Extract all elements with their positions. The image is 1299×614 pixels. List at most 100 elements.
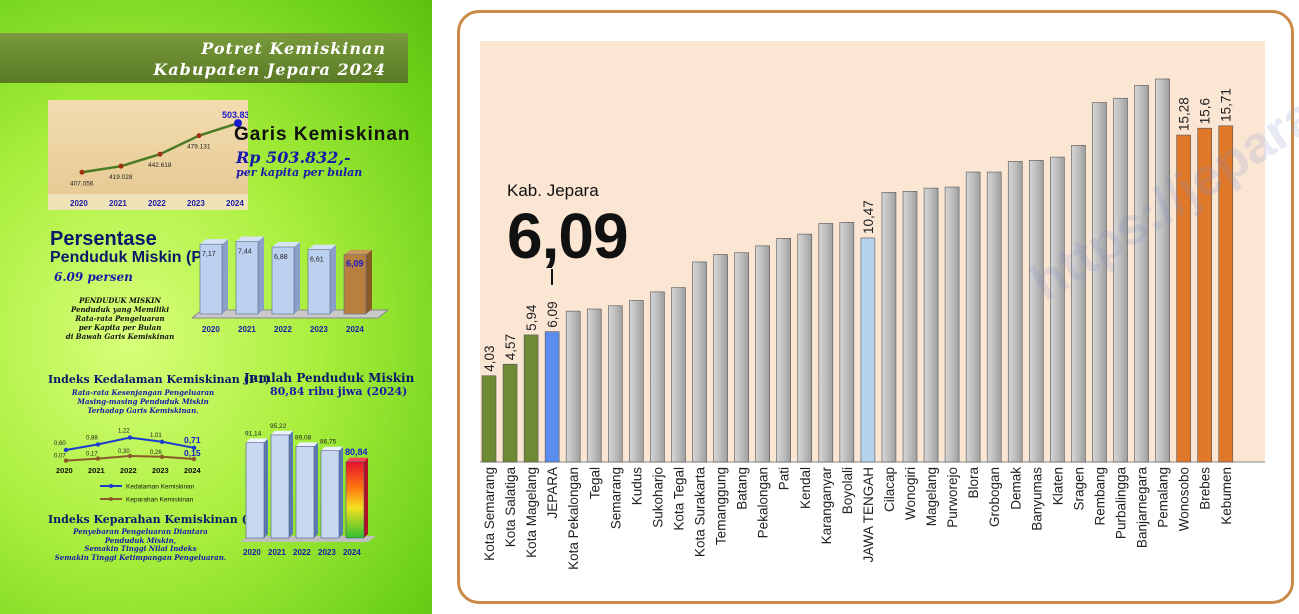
jumlah-bar (245, 442, 265, 539)
garis-point (234, 119, 242, 128)
p1-data-label: 1,01 (150, 433, 162, 439)
garis-data-label: 503.832 (222, 110, 248, 120)
p1-data-label: 0,15 (184, 448, 201, 458)
jumlah-data-label: 89,08 (295, 434, 312, 441)
x-tick-label: Kota Salatiga (503, 467, 518, 548)
x-tick-label: Temanggung (714, 467, 729, 545)
bar (965, 171, 981, 463)
x-tick-label: Brebes (1198, 467, 1213, 510)
p1-data-label: 0,60 (54, 441, 66, 447)
desc-line: Penyebaran Pengeluaran Diantara (73, 527, 208, 536)
garis-point (196, 133, 202, 139)
desc-line: Semakin Tinggi Nilai Indeks (84, 544, 197, 553)
x-tick-label: JEPARA (545, 467, 560, 519)
garis-title: Garis Kemiskinan (234, 124, 411, 145)
persen-bar-top (344, 249, 372, 255)
p1-data-label: 0,26 (150, 450, 162, 456)
p1-legend-marker (109, 497, 113, 501)
bar (523, 334, 539, 463)
x-tick-label: Wonosobo (1177, 467, 1192, 531)
persen-bar-chart: 7,17 2020 7,44 2021 6,88 2022 6,61 2023 6,09 2024 (192, 236, 390, 334)
p1-point (159, 439, 165, 444)
x-tick-label: Kota Pekalongan (566, 467, 581, 570)
x-tick-label: Grobogan (987, 467, 1002, 527)
persen-bar (307, 249, 331, 315)
bar (818, 223, 834, 463)
p1-legend-label: Keparahan Kemiskinan (126, 497, 194, 504)
jumlah-x-tick: 2020 (243, 548, 261, 557)
bar-value-label: 6,09 (545, 301, 560, 327)
persen-bar (271, 246, 295, 315)
jumlah-data-label: 80,84 (345, 447, 368, 457)
p1-point (63, 447, 69, 453)
persen-bar-side (330, 244, 336, 314)
x-tick-label: Pati (777, 467, 792, 490)
bar (986, 171, 1002, 463)
main-chart-frame: 4,03 Kota Semarang 4,57 Kota Salatiga 5,94 Ko… (457, 0, 1299, 604)
bar (839, 222, 855, 463)
garis-unit: per kapita per bulan (236, 166, 363, 179)
main-bar-chart: 4,03 Kota Semarang 4,57 Kota Salatiga 5,94 Ko… (480, 41, 1265, 570)
x-tick-label: Sragen (1071, 467, 1086, 511)
bar-value-label: 15,71 (1219, 88, 1234, 122)
persen-x-tick: 2024 (346, 325, 364, 334)
jumlah-data-label: 86,75 (320, 439, 337, 446)
note-line: per Kapita per Bulan (78, 323, 162, 332)
bar (1071, 145, 1086, 463)
p1-point (191, 456, 197, 462)
x-tick-label: Pemalang (1156, 467, 1171, 528)
persen-data-label: 6,61 (310, 257, 324, 264)
bar (860, 237, 876, 463)
p1-x-tick: 2020 (56, 466, 73, 475)
garis-point (118, 163, 124, 169)
p1-point (159, 454, 165, 459)
bar-value-label: 15,6 (1198, 98, 1213, 124)
x-tick-label: Boyolali (840, 467, 855, 514)
desc-line: Rata-rata Kesenjangan Pengeluaran (71, 388, 215, 397)
persen-x-tick: 2020 (202, 325, 220, 334)
jumlah-bar-side (264, 438, 268, 538)
p1-data-label: 0,88 (86, 435, 98, 441)
persen-subtitle: Penduduk Miskin (Po) (50, 249, 218, 266)
jumlah-bar (270, 434, 290, 539)
jumlah-data-label: 95,22 (270, 423, 287, 430)
p1-x-tick: 2022 (120, 466, 137, 475)
banner-subtitle: Kabupaten Jepara 2024 (153, 60, 386, 79)
p1-line-chart: 0,60 0,88 1,22 1,01 0,71 0,07 0,17 0,30 0,26 0,15… (54, 429, 202, 504)
bar (650, 291, 665, 463)
persen-bar-top (272, 242, 300, 248)
persen-bar-top (200, 239, 228, 245)
garis-axis-band (48, 194, 248, 210)
bar (1155, 78, 1170, 463)
garis-x-tick: 2020 (70, 199, 88, 208)
p1-point (191, 445, 197, 450)
p1-x-tick: 2024 (184, 466, 202, 475)
jumlah-x-tick: 2022 (293, 548, 311, 557)
x-tick-label: Banyumas (1029, 467, 1044, 531)
bar (1176, 134, 1191, 463)
bar-value-label: 15,28 (1177, 97, 1192, 131)
p1-data-label: 1,22 (118, 429, 130, 435)
x-tick-label: Blora (966, 467, 981, 499)
garis-line-chart: 407.056 2020 419.028 2021 442.618 2022 479.131… (48, 110, 255, 210)
x-tick-label: Kota Tegal (671, 467, 686, 531)
p1-data-label: 0,71 (184, 435, 201, 445)
note-line: PENDUDUK MISKIN (79, 296, 161, 305)
bar-value-label: 4,57 (503, 334, 518, 360)
persen-bar-side (294, 242, 300, 314)
p1-point (127, 435, 133, 440)
x-tick-label: Kota Surakarta (693, 467, 708, 558)
desc-line: Terhadap Garis Kemiskinan. (87, 406, 199, 415)
bar (1028, 159, 1044, 463)
jumlah-bar-side (314, 442, 318, 538)
x-tick-label: Rembang (1092, 467, 1107, 526)
persen-x-tick: 2023 (310, 325, 328, 334)
x-tick-label: Wonogiri (903, 467, 918, 520)
persen-bar-side (222, 239, 228, 314)
p1-data-label: 0,17 (86, 452, 98, 458)
persen-bar (235, 241, 259, 315)
jumlah-x-tick: 2023 (318, 548, 336, 557)
p1-data-label: 0,30 (118, 449, 130, 455)
bar (944, 186, 960, 463)
bar (734, 252, 749, 463)
